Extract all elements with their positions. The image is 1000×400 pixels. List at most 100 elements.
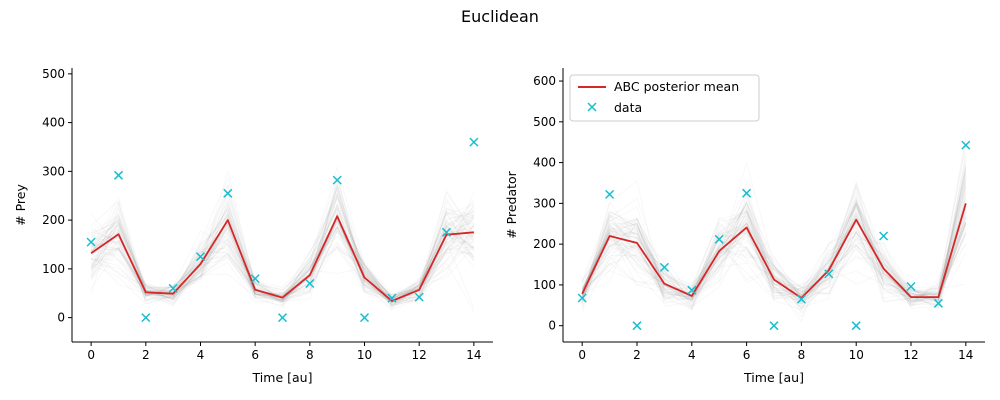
prey-x-tick-label: 10 (357, 348, 372, 362)
prey-x-tick-label: 6 (251, 348, 259, 362)
prey-y-tick-label: 0 (57, 311, 65, 325)
predator-data-point (742, 188, 752, 198)
prey-posterior-sample-line (90, 184, 475, 301)
prey-posterior-sample-line (90, 181, 475, 303)
predator-posterior-sample-line (581, 177, 967, 303)
prey-posterior-sample-line (90, 215, 475, 304)
predator-data-point (824, 269, 834, 279)
legend-frame (569, 74, 760, 122)
prey-y-tick-label: 300 (42, 164, 65, 178)
predator-y-tick-label: 0 (548, 319, 556, 333)
predator-posterior-sample-line (581, 205, 967, 309)
prey-posterior-sample-line (90, 217, 475, 302)
prey-posterior-sample-line (90, 172, 475, 301)
predator-y-axis-label: # Predator (504, 170, 519, 238)
predator-y-tick-label: 300 (533, 196, 556, 210)
predator-posterior-sample-line (581, 152, 967, 305)
prey-posterior-samples (90, 165, 475, 312)
prey-posterior-sample-line (90, 219, 474, 305)
predator-posterior-sample-line (581, 184, 967, 302)
legend: ABC posterior mean data (569, 74, 760, 122)
predator-data-point (879, 231, 889, 241)
prey-posterior-sample-line (90, 219, 475, 305)
predator-posterior-sample-line (581, 174, 967, 311)
predator-data-point (714, 234, 724, 244)
predator-posterior-sample-line (581, 180, 967, 297)
predator-posterior-sample-line (581, 185, 967, 309)
predator-posterior-sample-line (581, 221, 967, 305)
prey-posterior-sample-line (90, 205, 475, 300)
predator-posterior-sample-line (581, 137, 967, 311)
predator-posterior-sample-line (581, 215, 967, 308)
prey-x-tick-label: 2 (142, 348, 150, 362)
prey-data-point (195, 252, 206, 262)
prey-posterior-sample-line (90, 200, 475, 302)
predator-posterior-sample-line (581, 184, 967, 299)
predator-posterior-sample-line (581, 179, 967, 299)
predator-posterior-sample-line (581, 196, 967, 299)
predator-posterior-sample-line (581, 162, 967, 323)
prey-posterior-sample-line (90, 184, 475, 308)
prey-data-point (168, 283, 178, 293)
prey-posterior-sample-line (90, 194, 475, 303)
predator-y-tick-label: 100 (533, 278, 556, 292)
prey-data-point (441, 227, 452, 237)
prey-data-point (305, 278, 315, 289)
prey-y-axis-label: # Prey (13, 184, 28, 226)
predator-data-point (961, 140, 971, 150)
predator-posterior-sample-line (581, 214, 967, 310)
predator-x-tick-label: 4 (688, 348, 696, 362)
predator-posterior-sample-line (581, 202, 967, 302)
predator-posterior-sample-line (581, 197, 967, 295)
legend-label-posterior-mean: ABC posterior mean (614, 79, 739, 94)
predator-x-tick-label: 0 (578, 348, 586, 362)
prey-x-tick-label: 14 (466, 348, 481, 362)
predator-posterior-sample-line (581, 160, 967, 304)
predator-posterior-sample-line (581, 166, 967, 299)
prey-posterior-sample-line (90, 192, 475, 304)
predator-x-tick-label: 8 (798, 348, 806, 362)
predator-posterior-sample-line (581, 181, 967, 307)
prey-y-tick-label: 100 (42, 262, 65, 276)
predator-data-point (851, 321, 861, 331)
predator-posterior-sample-line (581, 196, 967, 303)
predator-posterior-sample-line (581, 179, 967, 307)
prey-posterior-sample-line (90, 208, 475, 298)
predator-x-tick-label: 6 (743, 348, 751, 362)
prey-data-point (359, 313, 370, 323)
predator-y-tick-label: 600 (533, 74, 556, 88)
prey-posterior-sample-line (90, 207, 474, 304)
prey-x-axis-label: Time [au] (252, 370, 313, 385)
predator-posterior-sample-line (581, 202, 967, 313)
legend-swatch-data (587, 102, 597, 112)
prey-posterior-mean-line (90, 215, 474, 302)
prey-posterior-sample-line (90, 208, 475, 306)
predator-posterior-sample-line (581, 170, 967, 304)
predator-posterior-sample-line (581, 183, 967, 301)
prey-posterior-sample-line (90, 199, 475, 303)
prey-posterior-sample-line (90, 213, 475, 300)
predator-posterior-sample-line (581, 197, 967, 311)
predator-posterior-sample-line (581, 198, 967, 309)
predator-data-point (769, 321, 779, 331)
predator-data-point (687, 285, 697, 295)
predator-posterior-sample-line (581, 155, 967, 306)
predator-posterior-sample-line (581, 212, 967, 305)
legend-label-data: data (614, 100, 642, 115)
predator-posterior-sample-line (581, 219, 967, 300)
prey-posterior-sample-line (90, 178, 475, 308)
prey-y-tick-label: 500 (42, 67, 65, 81)
prey-data-point (332, 175, 342, 185)
predator-posterior-sample-line (581, 167, 967, 299)
predator-y-tick-label: 500 (533, 115, 556, 129)
prey-x-tick-label: 8 (306, 348, 314, 362)
prey-data-point (86, 237, 96, 247)
predator-data-point (577, 293, 587, 303)
prey-x-tick-label: 0 (87, 348, 95, 362)
predator-data-point (632, 321, 642, 331)
prey-posterior-sample-line (90, 216, 475, 307)
prey-data-point (141, 313, 151, 323)
prey-posterior-sample-line (90, 187, 475, 296)
prey-data-point (113, 170, 124, 180)
predator-posterior-sample-line (581, 202, 967, 301)
